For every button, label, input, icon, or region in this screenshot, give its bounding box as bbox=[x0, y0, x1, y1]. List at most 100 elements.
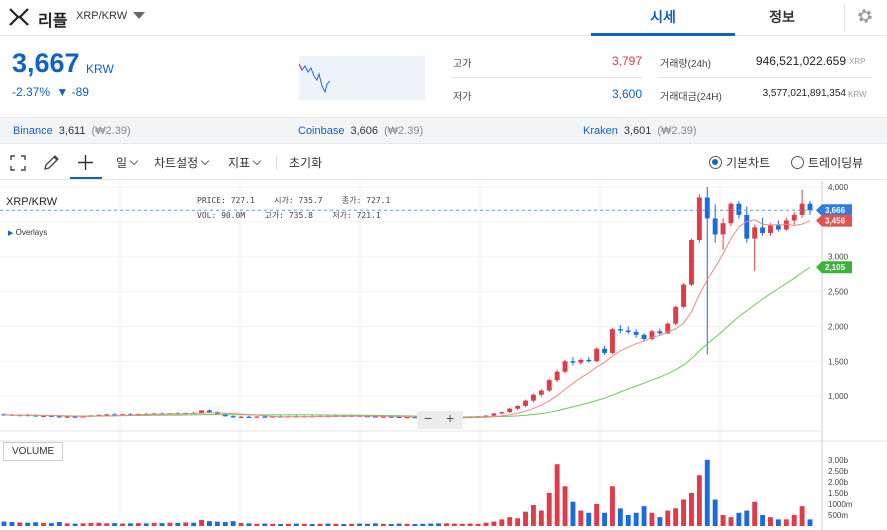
current-price-tag-bg bbox=[816, 204, 852, 217]
basic-chart-label: 기본차트 bbox=[726, 156, 771, 170]
volume-bar bbox=[641, 506, 647, 526]
volume-bar bbox=[325, 523, 331, 526]
volume-pane-label: VOLUME bbox=[3, 442, 64, 461]
candle bbox=[625, 330, 631, 333]
volume-bar bbox=[610, 486, 615, 526]
chevron-down-icon bbox=[129, 156, 139, 166]
volume-bar bbox=[317, 523, 323, 526]
fullscreen-icon[interactable] bbox=[10, 155, 26, 171]
exchange-binance[interactable]: Binance 3,611 (₩2.39) bbox=[13, 125, 131, 137]
coin-select-dropdown-icon[interactable] bbox=[133, 12, 145, 19]
volume-bar bbox=[554, 464, 560, 526]
vol-readout-value: 90.0M bbox=[221, 211, 246, 220]
candle bbox=[554, 371, 560, 381]
candle bbox=[523, 400, 528, 406]
volume-bar bbox=[175, 522, 181, 526]
candle bbox=[704, 197, 710, 219]
overlays-toggle[interactable]: ▶ Overlays bbox=[8, 228, 47, 237]
candle bbox=[199, 410, 204, 414]
reset-button[interactable]: 초기화 bbox=[289, 156, 323, 170]
volume-bar bbox=[159, 523, 165, 526]
candle bbox=[396, 416, 402, 418]
draw-pencil-icon[interactable] bbox=[43, 154, 60, 171]
tradingview-radio[interactable]: 트레이딩뷰 bbox=[791, 154, 863, 171]
chart-pair-label: XRP/KRW bbox=[6, 196, 58, 208]
candle bbox=[72, 416, 78, 418]
volume-bar bbox=[444, 523, 449, 526]
price-unit: KRW bbox=[86, 62, 114, 76]
price-change: -2.37% ▼ -89 bbox=[12, 85, 89, 99]
volume-bar bbox=[199, 519, 204, 526]
low-label: 저가 bbox=[453, 92, 472, 103]
price-chart-area[interactable]: 4,0003,5003,0002,5002,0001,5001,0003.00b… bbox=[0, 181, 887, 530]
gear-icon[interactable] bbox=[855, 6, 875, 26]
volume-bar bbox=[570, 501, 576, 526]
ma-long-tag: 2,105 bbox=[825, 263, 846, 272]
volume-bar bbox=[380, 523, 386, 526]
candle bbox=[641, 334, 647, 339]
candle bbox=[538, 390, 544, 395]
volume-bar bbox=[625, 514, 631, 526]
ma-short-tag: 3,456 bbox=[825, 217, 846, 226]
chart-settings-label: 차트설정 bbox=[154, 156, 199, 170]
volume-bar bbox=[807, 519, 813, 526]
candle bbox=[515, 405, 521, 409]
volume-bar bbox=[665, 510, 671, 526]
divider bbox=[844, 4, 845, 32]
tab-quotes[interactable]: 시세 bbox=[591, 0, 735, 36]
candle bbox=[720, 223, 726, 235]
candle bbox=[775, 225, 781, 230]
volume-bar bbox=[578, 510, 584, 526]
open-readout-label: 시가: bbox=[274, 196, 294, 205]
price-tick-label: 2,500 bbox=[828, 288, 849, 297]
exchange-change: (₩2.39) bbox=[91, 125, 131, 137]
candle bbox=[744, 214, 750, 239]
volume-bar bbox=[151, 522, 157, 526]
exchange-prices-bar: Binance 3,611 (₩2.39) Coinbase 3,606 (₩2.39)… bbox=[0, 117, 887, 144]
exchange-kraken[interactable]: Kraken 3,601 (₩2.39) bbox=[583, 125, 697, 137]
volume-bar bbox=[207, 521, 212, 526]
volume-bar bbox=[222, 522, 228, 526]
candle bbox=[633, 332, 639, 335]
zoom-in-button[interactable]: + bbox=[446, 410, 455, 426]
change-amount: -89 bbox=[71, 85, 89, 99]
candle bbox=[48, 415, 54, 417]
candle bbox=[649, 331, 655, 339]
tab-info[interactable]: 정보 bbox=[769, 9, 795, 25]
candle bbox=[546, 380, 552, 391]
divider bbox=[452, 77, 642, 78]
basic-chart-radio[interactable]: 기본차트 bbox=[709, 154, 770, 171]
chevron-down-icon bbox=[252, 156, 262, 166]
volume-bar bbox=[349, 523, 355, 526]
volume-bar bbox=[657, 517, 663, 526]
volume-bar bbox=[617, 508, 623, 526]
volume-bar bbox=[507, 517, 513, 526]
candle bbox=[799, 203, 805, 215]
interval-dropdown[interactable]: 일 bbox=[116, 154, 139, 171]
volume-bar bbox=[428, 523, 434, 526]
volume-bar bbox=[467, 523, 473, 526]
vol-readout-label: VOL: bbox=[197, 211, 217, 220]
coin-pair[interactable]: XRP/KRW bbox=[76, 10, 128, 22]
candle bbox=[570, 361, 576, 363]
volume-bar bbox=[167, 522, 173, 526]
ma-short-tag-bg bbox=[816, 214, 852, 227]
volume-bar bbox=[9, 522, 15, 526]
exchange-coinbase[interactable]: Coinbase 3,606 (₩2.39) bbox=[298, 125, 423, 137]
crosshair-icon[interactable] bbox=[77, 154, 94, 171]
volume-bar bbox=[451, 523, 457, 526]
volume-bar bbox=[17, 522, 23, 526]
candle bbox=[104, 414, 110, 416]
candlestick-chart[interactable]: 4,0003,5003,0002,5002,0001,5001,0003.00b… bbox=[0, 181, 887, 530]
active-tool-indicator bbox=[70, 177, 102, 179]
candle bbox=[728, 203, 734, 224]
zoom-controls: − + bbox=[417, 410, 463, 429]
volume-bar bbox=[309, 524, 315, 526]
zoom-out-button[interactable]: − bbox=[424, 410, 433, 426]
volume-bar bbox=[720, 514, 726, 526]
chart-settings-dropdown[interactable]: 차트설정 bbox=[154, 154, 210, 171]
candle bbox=[120, 414, 125, 416]
coin-name[interactable]: 리플 bbox=[38, 13, 68, 30]
indicators-dropdown[interactable]: 지표 bbox=[228, 154, 262, 171]
volume-bar bbox=[301, 523, 307, 526]
